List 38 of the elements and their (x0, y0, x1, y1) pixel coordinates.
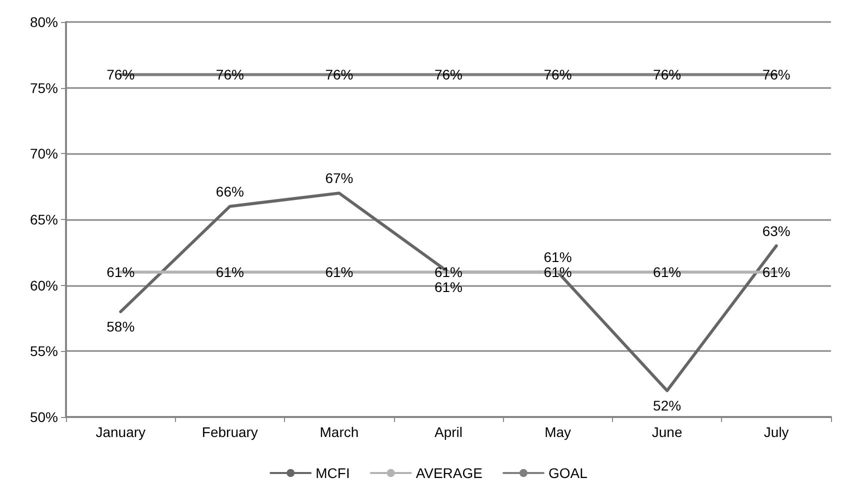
y-tick-label: 50% (30, 409, 58, 425)
y-tick-label: 65% (30, 212, 58, 228)
data-label: 76% (762, 66, 790, 83)
data-label: 61% (544, 264, 572, 280)
data-label: 61% (106, 264, 135, 280)
data-label: 61% (653, 264, 682, 280)
y-tick-label: 60% (30, 277, 58, 294)
data-label: 52% (653, 398, 682, 414)
y-tick-label: 75% (30, 80, 58, 96)
data-label: 61% (216, 264, 244, 280)
x-tick-label: March (320, 424, 359, 440)
data-label: 61% (762, 264, 790, 280)
data-label: 61% (544, 249, 572, 266)
data-label: 66% (216, 183, 244, 200)
data-label: 58% (106, 318, 135, 335)
data-label: 61% (325, 264, 354, 280)
x-tick-label: February (202, 424, 258, 440)
legend-label: AVERAGE (416, 465, 482, 481)
data-label: 76% (106, 66, 135, 83)
y-tick-label: 80% (30, 14, 58, 30)
x-tick-label: June (652, 424, 682, 440)
x-tick-label: April (434, 424, 463, 440)
data-label: 76% (216, 66, 244, 83)
data-label: 76% (653, 66, 682, 83)
data-label: 76% (325, 66, 354, 83)
legend-label: GOAL (548, 465, 588, 481)
legend-label: MCFI (316, 465, 350, 481)
data-label: 76% (544, 66, 572, 83)
y-tick-label: 55% (30, 343, 58, 360)
data-label: 61% (434, 279, 463, 296)
data-label: 63% (762, 222, 790, 239)
x-tick-label: January (96, 424, 146, 440)
data-label: 76% (434, 66, 463, 83)
y-tick-label: 70% (30, 146, 58, 162)
x-tick-label: July (764, 424, 789, 440)
data-label: 61% (434, 264, 463, 280)
data-label: 67% (325, 170, 354, 186)
x-tick-label: May (544, 424, 572, 440)
